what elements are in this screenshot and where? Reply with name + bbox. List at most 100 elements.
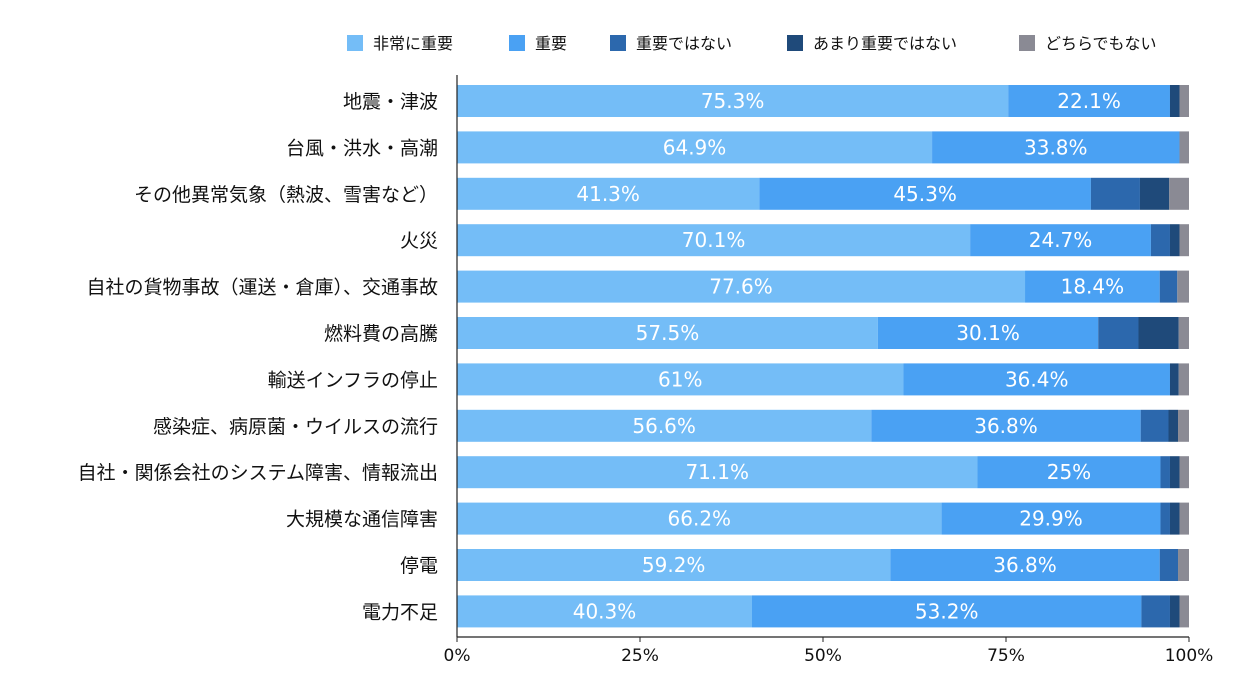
legend-item: 重要ではない <box>610 34 732 53</box>
bar-segment <box>1008 85 1170 117</box>
bar-segment <box>1138 317 1179 349</box>
bar-segment <box>1139 177 1170 210</box>
bar-segment <box>457 502 942 535</box>
legend-swatch <box>1019 35 1035 51</box>
bar-segment <box>457 131 933 164</box>
bar-segment <box>1178 409 1189 442</box>
bar-segment <box>457 549 891 581</box>
bar-segment <box>1141 595 1170 628</box>
bar-segment <box>752 595 1142 628</box>
bar-segment <box>941 502 1161 535</box>
category-label: 台風・洪水・高潮 <box>286 137 438 159</box>
data-label: 59.2% <box>642 553 706 577</box>
bar-segment <box>1169 456 1180 489</box>
data-label: 24.7% <box>1029 228 1093 252</box>
data-label: 41.3% <box>576 182 640 206</box>
bars-area: 75.3% 22.1% 64.9% 33.8% 41.3% 45.3% 70.1% 24.7%… <box>457 85 1189 628</box>
data-label: 25% <box>1047 460 1091 484</box>
x-tick-label: 100% <box>1165 646 1214 666</box>
data-label: 77.6% <box>709 275 773 299</box>
bar-segment <box>1169 224 1180 257</box>
data-label: 36.8% <box>993 553 1057 577</box>
data-label: 36.8% <box>974 414 1038 438</box>
bar-segment <box>1090 177 1140 210</box>
category-label: 自社・関係会社のシステム障害、情報流出 <box>78 462 438 484</box>
bar-segment <box>457 363 904 396</box>
category-label: 大規模な通信障害 <box>286 509 438 531</box>
bar-segment <box>457 85 1009 117</box>
bar-segment <box>1179 224 1189 257</box>
legend-swatch <box>787 35 803 51</box>
category-label: 電力不足 <box>362 601 438 623</box>
bar-segment <box>457 224 971 257</box>
bar-segment <box>1140 409 1169 442</box>
legend-swatch <box>610 35 626 51</box>
data-label: 61% <box>658 367 702 391</box>
legend-item: 重要 <box>509 34 567 53</box>
bar-segment <box>1169 363 1179 396</box>
bar-segment <box>970 224 1151 257</box>
legend-item: 非常に重要 <box>347 34 453 53</box>
category-label: 感染症、病原菌・ウイルスの流行 <box>153 416 438 438</box>
x-tick-label: 75% <box>987 646 1025 666</box>
data-label: 40.3% <box>573 599 637 623</box>
data-label: 57.5% <box>636 321 700 345</box>
legend-swatch <box>509 35 525 51</box>
bar-segment <box>1179 595 1189 628</box>
bar-segment <box>1179 85 1189 117</box>
bar-segment <box>457 177 760 210</box>
bar-segment <box>457 270 1026 303</box>
bar-segment <box>1179 131 1189 164</box>
bar-segment <box>1025 270 1160 303</box>
bar-segment <box>457 456 978 489</box>
category-label: 燃料費の高騰 <box>324 323 438 345</box>
category-label: 停電 <box>400 555 438 577</box>
x-tick-label: 25% <box>621 646 659 666</box>
legend-item: あまり重要ではない <box>787 34 957 53</box>
data-label: 18.4% <box>1061 275 1125 299</box>
bar-segment <box>1179 456 1189 489</box>
data-label: 64.9% <box>663 135 727 159</box>
data-label: 45.3% <box>893 182 957 206</box>
data-label: 71.1% <box>685 460 749 484</box>
category-label: 輸送インフラの停止 <box>268 369 438 391</box>
bar-segment <box>1177 270 1189 303</box>
category-label: その他異常気象（熱波、雪害など） <box>134 184 438 206</box>
bar-segment <box>890 549 1160 581</box>
bar-segment <box>1169 595 1180 628</box>
bar-segment <box>1169 177 1189 210</box>
bar-segment <box>1179 502 1189 535</box>
category-label: 自社の貨物事故（運送・倉庫）、交通事故 <box>86 277 438 299</box>
bar-segment <box>903 363 1170 396</box>
bar-segment <box>1169 502 1180 535</box>
legend-label: 非常に重要 <box>373 34 453 53</box>
data-label: 70.1% <box>682 228 746 252</box>
legend: 非常に重要 重要 重要ではない あまり重要ではない どちらでもない <box>347 34 1157 53</box>
data-label: 33.8% <box>1024 135 1088 159</box>
bar-segment <box>877 317 1099 349</box>
bar-segment <box>1160 456 1170 489</box>
data-label: 75.3% <box>701 89 765 113</box>
x-tick-label: 50% <box>804 646 842 666</box>
bar-segment <box>1178 363 1189 396</box>
legend-label: あまり重要ではない <box>813 34 957 53</box>
bar-segment <box>457 595 752 628</box>
bar-segment <box>1169 85 1180 117</box>
legend-label: どちらでもない <box>1045 34 1157 53</box>
bar-segment <box>871 409 1141 442</box>
legend-swatch <box>347 35 363 51</box>
legend-item: どちらでもない <box>1019 34 1157 53</box>
bar-segment <box>1150 224 1170 257</box>
data-label: 22.1% <box>1057 89 1121 113</box>
bar-segment <box>759 177 1091 210</box>
data-label: 36.4% <box>1005 367 1069 391</box>
bar-segment <box>1159 270 1178 303</box>
data-label: 53.2% <box>915 599 979 623</box>
bar-segment <box>1098 317 1139 349</box>
bar-segment <box>1160 502 1170 535</box>
bar-segment <box>1168 409 1179 442</box>
bar-segment <box>457 317 878 349</box>
bar-segment <box>1178 549 1189 581</box>
bar-segment <box>977 456 1161 489</box>
